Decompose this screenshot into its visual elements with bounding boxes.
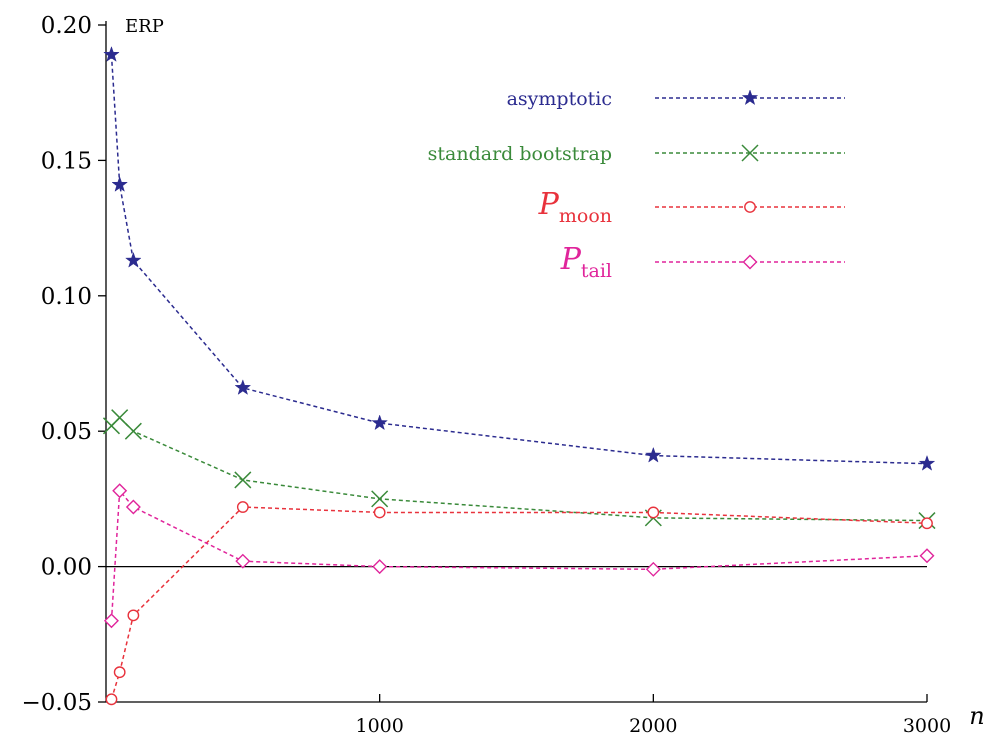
data-point-asymptotic: [125, 251, 142, 268]
legend-marker-p-moon: [744, 201, 756, 213]
legend-marker-asymptotic: [741, 89, 759, 106]
series-line-p-moon: [110, 506, 928, 700]
y-tick-label: 0.00: [41, 555, 92, 581]
legend-label-p-moon: Pmoon: [538, 187, 612, 227]
series-asymptotic: [103, 46, 936, 471]
data-point-asymptotic: [918, 454, 936, 471]
data-point-standard-bootstrap: [124, 422, 142, 440]
data-point-asymptotic: [371, 414, 389, 431]
y-tick-label: 0.20: [41, 13, 92, 39]
x-tick-label: 3000: [903, 715, 951, 737]
y-tick-label: 0.10: [41, 284, 92, 310]
series-layer: [102, 46, 936, 706]
x-tick-label: 2000: [629, 715, 677, 737]
legend-marker-p-tail: [742, 254, 758, 270]
legend-item-standard-bootstrap: standard bootstrap: [428, 143, 845, 165]
data-point-p-moon: [127, 609, 140, 622]
data-point-asymptotic: [111, 176, 129, 192]
legend: asymptotic standard bootstrap Pmoon Ptail: [428, 88, 845, 282]
legend-label-asymptotic: asymptotic: [507, 88, 612, 110]
data-point-standard-bootstrap: [371, 490, 389, 508]
data-point-p-moon: [236, 501, 249, 513]
series-line-asymptotic: [110, 54, 928, 465]
y-tick-label: 0.05: [41, 419, 92, 445]
data-point-standard-bootstrap: [111, 409, 129, 427]
axes: −0.05 0.00 0.05 0.10 0.15 0.20 1000 2000 3000 ERP…: [22, 13, 985, 737]
legend-item-asymptotic: asymptotic: [507, 88, 845, 110]
series-line-standard-bootstrap: [110, 416, 928, 522]
data-point-p-moon: [113, 666, 126, 679]
data-point-p-tail: [919, 548, 935, 564]
data-point-p-tail: [112, 483, 128, 499]
data-point-p-tail: [235, 553, 251, 569]
data-point-asymptotic: [234, 379, 252, 395]
legend-item-p-moon: Pmoon: [538, 187, 845, 227]
legend-marker-standard-bootstrap: [741, 144, 759, 162]
data-point-p-moon: [921, 517, 933, 530]
data-point-p-tail: [103, 613, 119, 629]
series-p-tail: [103, 483, 935, 629]
data-point-p-moon: [373, 506, 386, 519]
legend-label-standard-bootstrap: standard bootstrap: [428, 143, 612, 165]
legend-label-p-tail: Ptail: [560, 242, 612, 282]
series-p-moon: [105, 501, 933, 706]
x-axis-label: n: [969, 702, 984, 730]
data-point-asymptotic: [644, 446, 662, 463]
series-line-p-tail: [110, 488, 928, 621]
x-tick-label: 1000: [355, 715, 403, 737]
data-point-p-tail: [372, 559, 388, 575]
data-point-standard-bootstrap: [234, 471, 252, 489]
data-point-p-moon: [105, 693, 118, 706]
y-axis-label: ERP: [125, 16, 164, 37]
legend-item-p-tail: Ptail: [560, 242, 845, 282]
data-point-p-moon: [647, 506, 660, 519]
series-standard-bootstrap: [102, 409, 936, 530]
y-tick-label: −0.05: [22, 690, 92, 716]
data-point-p-tail: [125, 499, 141, 515]
data-point-p-tail: [645, 561, 661, 577]
y-tick-label: 0.15: [41, 148, 92, 174]
data-point-asymptotic: [103, 46, 120, 62]
